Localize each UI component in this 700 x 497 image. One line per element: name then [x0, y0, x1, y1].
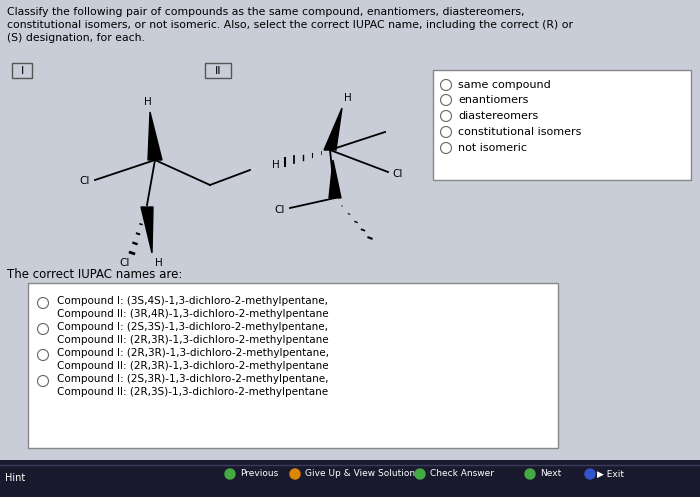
Circle shape	[440, 143, 452, 154]
Text: H: H	[272, 160, 280, 170]
Text: H: H	[155, 258, 162, 268]
Text: Compound II: (2R,3S)-1,3-dichloro-2-methylpentane: Compound II: (2R,3S)-1,3-dichloro-2-meth…	[57, 387, 328, 397]
Circle shape	[585, 469, 595, 479]
Bar	[433, 70, 691, 180]
Circle shape	[440, 110, 452, 121]
Text: Next: Next	[540, 470, 561, 479]
Bar	[12, 63, 32, 78]
Text: Hint: Hint	[5, 473, 25, 483]
Text: Previous: Previous	[240, 470, 279, 479]
Text: II: II	[215, 66, 221, 76]
Polygon shape	[324, 108, 342, 150]
Circle shape	[38, 376, 48, 387]
Text: Cl: Cl	[274, 205, 285, 215]
Text: not isomeric: not isomeric	[458, 143, 527, 153]
Bar	[28, 283, 558, 448]
Circle shape	[440, 127, 452, 138]
Text: constitutional isomers, or not isomeric. Also, select the correct IUPAC name, in: constitutional isomers, or not isomeric.…	[7, 20, 573, 30]
Polygon shape	[148, 112, 162, 160]
Text: Cl: Cl	[120, 258, 130, 268]
Text: Compound II: (2R,3R)-1,3-dichloro-2-methylpentane: Compound II: (2R,3R)-1,3-dichloro-2-meth…	[57, 361, 328, 371]
Text: ▶ Exit: ▶ Exit	[597, 470, 624, 479]
Polygon shape	[329, 160, 341, 198]
Text: The correct IUPAC names are:: The correct IUPAC names are:	[7, 268, 183, 281]
Bar	[0, 460, 700, 497]
Text: (S) designation, for each.: (S) designation, for each.	[7, 33, 145, 43]
Text: Classify the following pair of compounds as the same compound, enantiomers, dias: Classify the following pair of compounds…	[7, 7, 524, 17]
Text: diastereomers: diastereomers	[458, 111, 538, 121]
Text: Compound I: (2R,3R)-1,3-dichloro-2-methylpentane,: Compound I: (2R,3R)-1,3-dichloro-2-methy…	[57, 348, 329, 358]
Text: H: H	[344, 93, 351, 103]
Text: enantiomers: enantiomers	[458, 95, 528, 105]
Text: Compound II: (2R,3R)-1,3-dichloro-2-methylpentane: Compound II: (2R,3R)-1,3-dichloro-2-meth…	[57, 335, 328, 345]
Circle shape	[415, 469, 425, 479]
Text: I: I	[20, 66, 24, 76]
Text: Compound I: (3S,4S)-1,3-dichloro-2-methylpentane,: Compound I: (3S,4S)-1,3-dichloro-2-methy…	[57, 296, 328, 306]
Circle shape	[38, 324, 48, 334]
Text: Compound I: (2S,3R)-1,3-dichloro-2-methylpentane,: Compound I: (2S,3R)-1,3-dichloro-2-methy…	[57, 374, 328, 384]
Text: Cl: Cl	[80, 176, 90, 186]
Circle shape	[38, 298, 48, 309]
Text: Cl: Cl	[392, 169, 402, 179]
Bar	[205, 63, 231, 78]
Text: same compound: same compound	[458, 80, 551, 90]
Polygon shape	[141, 207, 153, 253]
Text: Compound II: (3R,4R)-1,3-dichloro-2-methylpentane: Compound II: (3R,4R)-1,3-dichloro-2-meth…	[57, 309, 328, 319]
Text: Check Answer: Check Answer	[430, 470, 494, 479]
Text: constitutional isomers: constitutional isomers	[458, 127, 582, 137]
Circle shape	[525, 469, 535, 479]
Circle shape	[38, 349, 48, 360]
Circle shape	[440, 80, 452, 90]
Text: Give Up & View Solution: Give Up & View Solution	[305, 470, 415, 479]
Text: H: H	[144, 97, 152, 107]
Text: Compound I: (2S,3S)-1,3-dichloro-2-methylpentane,: Compound I: (2S,3S)-1,3-dichloro-2-methy…	[57, 322, 328, 332]
Circle shape	[290, 469, 300, 479]
Circle shape	[440, 94, 452, 105]
Circle shape	[225, 469, 235, 479]
